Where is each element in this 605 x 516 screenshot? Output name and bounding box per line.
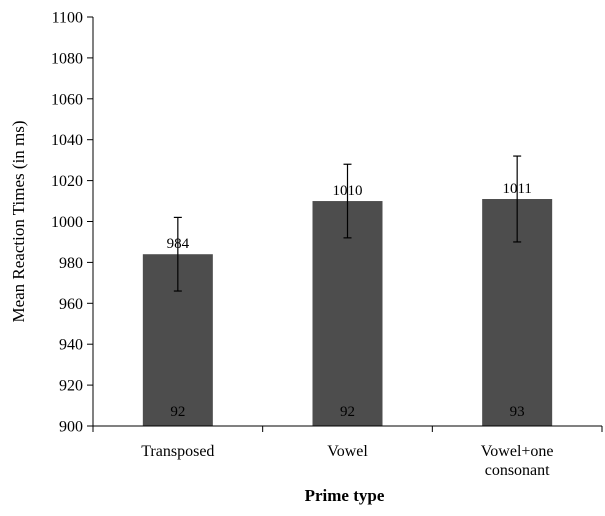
y-axis: 900 920 940 960 980 1000 1020 1040 1060 1080 1100 <box>51 10 94 436</box>
count-label: 92 <box>340 404 355 420</box>
y-tick-label: 960 <box>59 296 83 313</box>
x-category-label: Vowel <box>327 443 368 460</box>
data-label: 984 <box>167 236 190 252</box>
y-tick-label: 1040 <box>51 132 83 149</box>
y-tick-label: 920 <box>59 378 83 395</box>
y-tick-label: 900 <box>59 419 83 436</box>
bars: 984 92 1010 92 1011 93 <box>142 155 553 426</box>
x-axis: Transposed Vowel Vowel+one consonant <box>92 425 603 479</box>
y-tick-label: 940 <box>59 337 83 354</box>
bar <box>312 201 383 426</box>
data-label: 1010 <box>333 183 363 199</box>
y-tick-label: 1100 <box>52 10 83 27</box>
x-axis-title: Prime type <box>305 486 385 505</box>
y-tick-label: 1000 <box>51 214 83 231</box>
y-tick-label: 1080 <box>51 50 83 67</box>
count-label: 92 <box>170 404 185 420</box>
x-category-label: Transposed <box>141 443 214 460</box>
data-label: 1011 <box>502 181 531 197</box>
y-axis-title: Mean Reaction Times (in ms) <box>9 120 28 322</box>
count-label: 93 <box>510 404 525 420</box>
y-tick-label: 1060 <box>51 91 83 108</box>
y-tick-label: 980 <box>59 255 83 272</box>
y-tick-label: 1020 <box>51 173 83 190</box>
x-category-label: Vowel+one consonant <box>481 443 554 479</box>
